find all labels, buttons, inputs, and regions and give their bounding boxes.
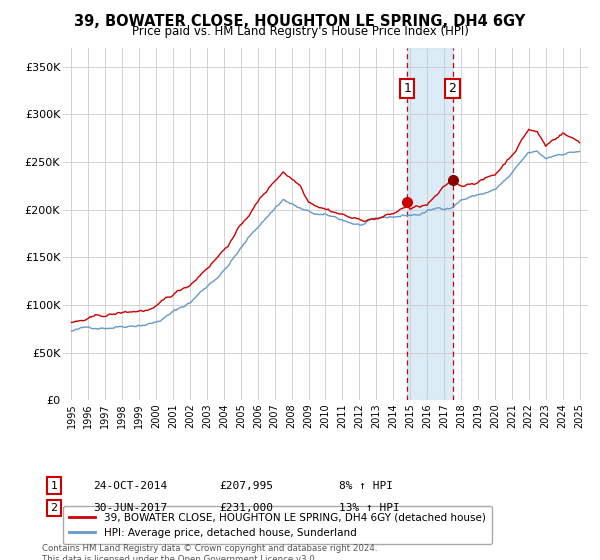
- Text: 39, BOWATER CLOSE, HOUGHTON LE SPRING, DH4 6GY: 39, BOWATER CLOSE, HOUGHTON LE SPRING, D…: [74, 14, 526, 29]
- Text: 8% ↑ HPI: 8% ↑ HPI: [339, 480, 393, 491]
- Text: 2: 2: [449, 82, 457, 95]
- Bar: [407, 48, 452, 400]
- Text: 2: 2: [50, 503, 58, 513]
- Text: 30-JUN-2017: 30-JUN-2017: [93, 503, 167, 513]
- Text: 1: 1: [403, 82, 411, 95]
- Legend: 39, BOWATER CLOSE, HOUGHTON LE SPRING, DH4 6GY (detached house), HPI: Average pr: 39, BOWATER CLOSE, HOUGHTON LE SPRING, D…: [63, 506, 492, 544]
- Text: £231,000: £231,000: [219, 503, 273, 513]
- Text: £207,995: £207,995: [219, 480, 273, 491]
- Text: 13% ↑ HPI: 13% ↑ HPI: [339, 503, 400, 513]
- Text: Contains HM Land Registry data © Crown copyright and database right 2024.
This d: Contains HM Land Registry data © Crown c…: [42, 544, 377, 560]
- Text: 24-OCT-2014: 24-OCT-2014: [93, 480, 167, 491]
- Text: 1: 1: [50, 480, 58, 491]
- Text: Price paid vs. HM Land Registry's House Price Index (HPI): Price paid vs. HM Land Registry's House …: [131, 25, 469, 38]
